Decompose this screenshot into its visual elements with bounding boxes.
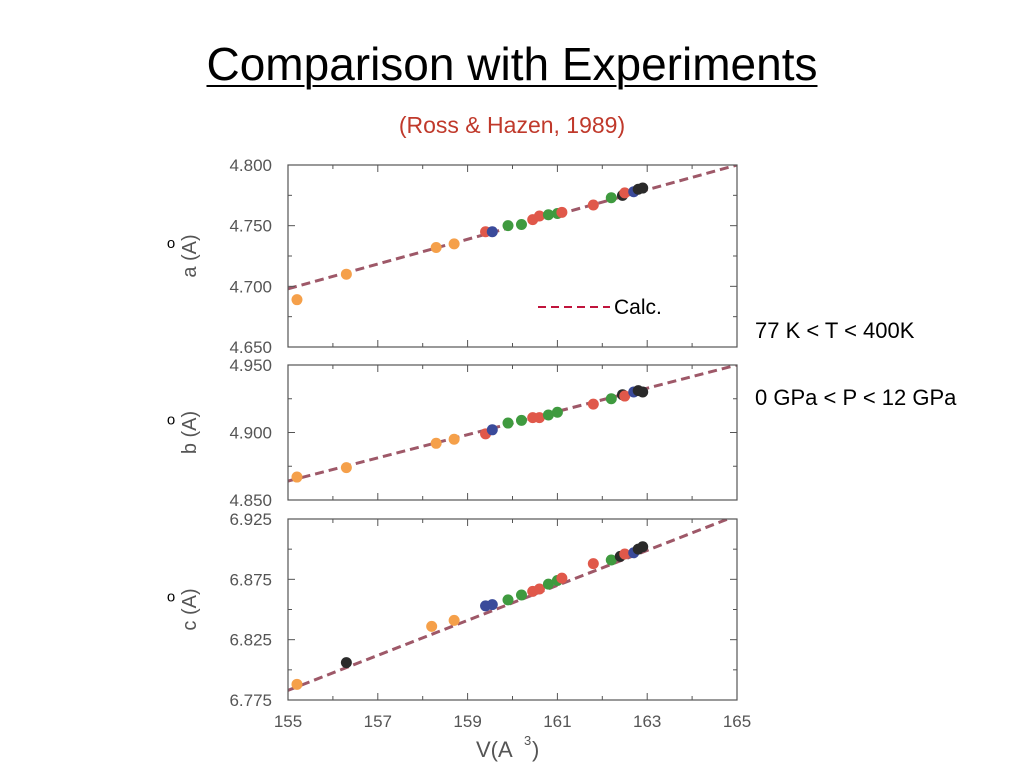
data-point [605,192,617,204]
legend-calc-label: Calc. [614,296,662,319]
x-axis-label-superscript: 3 [524,733,531,748]
data-point [556,206,568,218]
x-axis-label: V(A [476,737,513,762]
data-point [542,578,554,590]
data-point [515,414,527,426]
data-point [637,182,649,194]
data-point [533,583,545,595]
data-point [291,678,303,690]
panel-a [288,165,737,306]
data-point [587,199,599,211]
data-point [533,210,545,222]
x-tick-label: 163 [633,712,661,731]
y-tick-label: 4.750 [229,217,272,236]
y-tick-label: 4.700 [229,277,272,296]
y-axis-label: a (A) [179,234,201,277]
y-axis-label-accent: o [167,235,175,252]
y-tick-label: 6.875 [229,570,272,589]
data-point [340,268,352,280]
data-point [430,242,442,254]
data-point [533,412,545,424]
data-point [502,220,514,232]
data-point [605,393,617,405]
y-tick-label: 4.650 [229,338,272,357]
data-point [637,386,649,398]
y-axis-label: c (A) [179,588,201,630]
data-point [515,589,527,601]
x-tick-label: 157 [364,712,392,731]
data-point [448,238,460,250]
data-point [448,614,460,626]
data-point [502,594,514,606]
x-tick-label: 155 [274,712,302,731]
y-tick-label: 4.900 [229,424,272,443]
y-axis-label-accent: o [167,589,175,606]
data-point [605,554,617,566]
panel-b [288,365,737,483]
y-axis-label-accent: o [167,412,175,429]
data-point [426,620,438,632]
data-point [587,398,599,410]
data-point [486,599,498,611]
panel-frame-b [287,364,738,501]
data-point [340,657,352,669]
x-tick-label: 161 [543,712,571,731]
data-point [486,226,498,238]
data-point [502,417,514,429]
slide-subtitle: (Ross & Hazen, 1989) [398,112,626,138]
y-tick-label: 4.800 [229,156,272,175]
data-point [448,433,460,445]
data-point [486,424,498,436]
x-tick-label: 159 [453,712,481,731]
slide-title: Comparison with Experiments [206,38,818,90]
data-point [619,390,631,402]
x-tick-label: 165 [723,712,751,731]
panel-frame-c [287,518,738,701]
y-tick-label: 6.825 [229,631,272,650]
y-tick-label: 6.775 [229,691,272,710]
data-point [340,462,352,474]
panel-c [288,519,732,692]
data-point [587,558,599,570]
x-axis-label-close: ) [532,737,539,762]
data-point [430,437,442,449]
data-point [542,409,554,421]
data-point [291,471,303,483]
temperature-range-text: 77 K < T < 400K [755,318,915,343]
data-point [551,406,563,418]
data-point [637,541,649,553]
y-tick-label: 6.925 [229,510,272,529]
data-point [619,187,631,199]
data-point [515,218,527,230]
data-point [619,548,631,560]
data-point [556,572,568,584]
y-tick-label: 4.850 [229,491,272,510]
y-tick-label: 4.950 [229,356,272,375]
data-point [291,294,303,306]
panel-frame-a [287,164,738,348]
data-point [542,209,554,221]
y-axis-label: b (A) [179,411,201,454]
pressure-range-text: 0 GPa < P < 12 GPa [755,385,957,410]
